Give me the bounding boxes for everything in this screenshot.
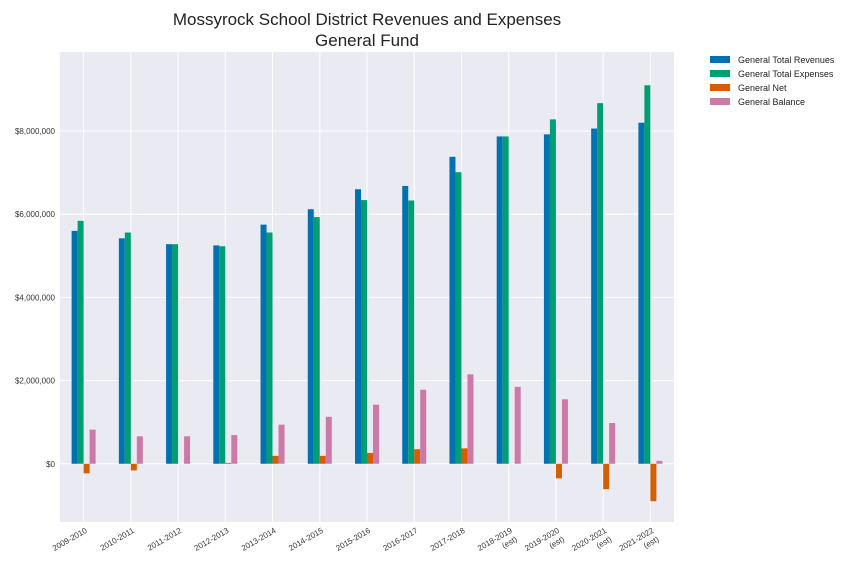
bar (89, 429, 96, 464)
x-tick-label: 2015-2016 (334, 526, 372, 553)
bar (414, 449, 421, 464)
bar (118, 238, 125, 464)
x-tick-label-line: 2016-2017 (382, 526, 420, 553)
x-tick-label: 2012-2013 (193, 526, 231, 553)
bar (313, 217, 320, 464)
bar (555, 463, 562, 479)
bar (184, 436, 191, 464)
bar (319, 455, 326, 464)
bar (278, 424, 285, 464)
bar (166, 244, 173, 464)
x-tick-label-line: 2010-2011 (99, 526, 137, 553)
bar (638, 122, 645, 464)
bar (272, 455, 279, 464)
y-tick-label: $0 (46, 460, 55, 469)
x-tick-label: 2021-2022(est) (618, 526, 661, 562)
x-tick-label-line: 2012-2013 (193, 526, 231, 553)
legend: General Total Revenues General Total Expe… (710, 55, 835, 107)
x-tick-label-line: 2017-2018 (429, 526, 467, 553)
bar (367, 452, 373, 464)
legend-swatch (710, 70, 730, 77)
bar (455, 172, 462, 464)
bar (213, 245, 220, 464)
y-tick-label: $4,000,000 (15, 293, 56, 302)
bar (609, 423, 616, 464)
bar (71, 230, 78, 464)
bar (597, 103, 604, 464)
bar (231, 435, 238, 464)
bar (172, 244, 179, 464)
bar (77, 220, 84, 464)
legend-swatch (710, 56, 730, 63)
bar (561, 399, 568, 464)
bar (603, 463, 610, 490)
x-tick-label-line: 2014-2015 (287, 526, 325, 553)
bar (83, 463, 90, 474)
bars (71, 85, 663, 502)
bar (461, 448, 468, 464)
bar (225, 462, 232, 464)
bar (514, 386, 521, 464)
bar (130, 463, 137, 471)
bar (260, 224, 267, 464)
bar (543, 134, 550, 464)
x-tick-label: 2017-2018 (429, 526, 467, 553)
legend-label: General Net (738, 83, 787, 93)
x-tick-label-line: 2009-2010 (51, 526, 89, 553)
x-tick-label: 2011-2012 (146, 526, 184, 553)
y-tick-label: $2,000,000 (15, 377, 56, 386)
bar (355, 189, 361, 464)
bar (467, 374, 474, 464)
legend-label: General Total Revenues (738, 55, 835, 65)
bar (361, 200, 367, 464)
x-tick-label-line: 2011-2012 (146, 526, 184, 553)
bar (449, 156, 456, 464)
legend-swatch (710, 84, 730, 91)
legend-label: General Total Expenses (738, 69, 834, 79)
x-tick-label: 2020-2021(est) (571, 526, 614, 562)
bar (549, 119, 556, 464)
x-tick-label-line: 2015-2016 (334, 526, 372, 553)
x-tick-label: 2016-2017 (382, 526, 420, 553)
bar (656, 460, 663, 464)
y-tick-label: $6,000,000 (15, 210, 56, 219)
x-tick-label: 2018-2019(est) (476, 526, 519, 562)
y-axis: $0 $2,000,000 $4,000,000 $6,000,000 $8,000,0… (15, 127, 56, 469)
y-tick-label: $8,000,000 (15, 127, 56, 136)
bar (124, 232, 131, 464)
bar (644, 85, 651, 464)
bar (650, 463, 657, 502)
bar (373, 404, 379, 464)
x-tick-label: 2010-2011 (99, 526, 137, 553)
chart-title: Mossyrock School District Revenues and E… (173, 10, 561, 29)
bar (402, 185, 409, 464)
x-tick-label: 2009-2010 (51, 526, 89, 553)
x-tick-label: 2013-2014 (240, 526, 278, 553)
bar (325, 416, 332, 464)
bar (307, 209, 314, 464)
bar (591, 128, 598, 464)
bar (136, 436, 143, 464)
chart-subtitle: General Fund (315, 31, 419, 50)
bar (408, 200, 415, 464)
x-tick-label: 2019-2020(est) (523, 526, 566, 562)
bar (502, 136, 509, 464)
bar (266, 232, 273, 464)
bar (219, 246, 226, 464)
legend-swatch (710, 98, 730, 105)
bar (420, 389, 427, 464)
x-axis: 2009-2010 2010-2011 2011-2012 2012-2013 2013… (51, 526, 661, 562)
legend-label: General Balance (738, 97, 805, 107)
x-tick-label: 2014-2015 (287, 526, 325, 553)
bar (496, 136, 503, 464)
x-tick-label-line: 2013-2014 (240, 526, 278, 553)
